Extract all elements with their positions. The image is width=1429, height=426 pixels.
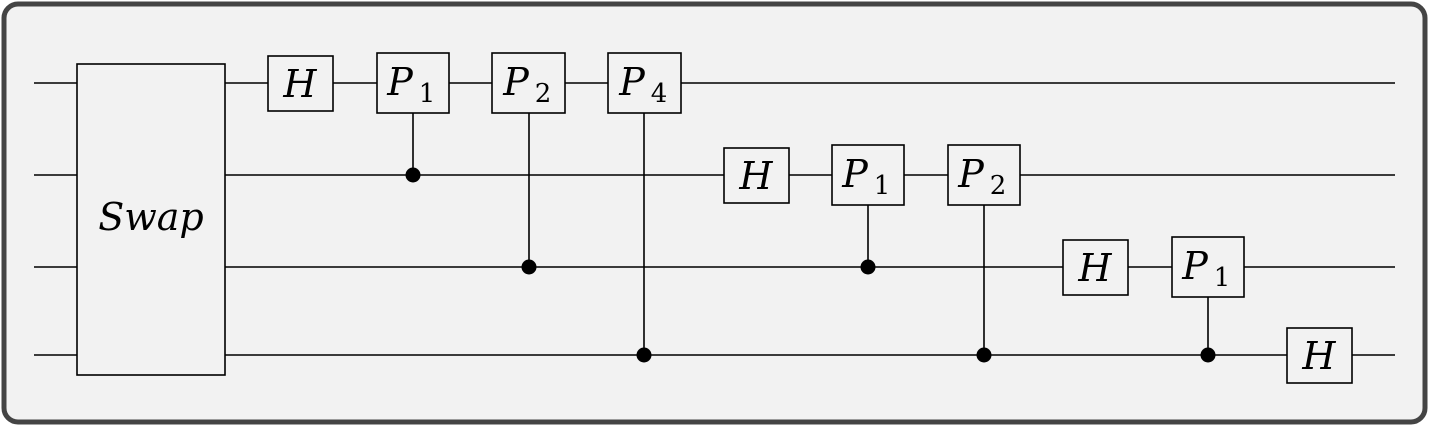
gate-h-q2: H (723, 147, 790, 204)
gate-subscript: 1 (874, 171, 891, 201)
gate-label: P (1181, 244, 1209, 288)
gate-subscript: 2 (535, 79, 552, 109)
control-lines (412, 113, 1209, 355)
gate-subscript: 1 (419, 79, 436, 109)
gate-label: P (841, 152, 869, 196)
gate-label: H (1077, 246, 1112, 290)
control-dot (976, 347, 992, 363)
gate-h-q3: H (1062, 239, 1129, 296)
gate-label: P (502, 60, 530, 104)
control-dot (636, 347, 652, 363)
control-dot (521, 259, 537, 275)
control-dot (405, 167, 421, 183)
gate-subscript: 1 (1214, 263, 1231, 293)
gate-p1-q3: P 1 (1171, 236, 1245, 298)
control-dot (1200, 347, 1216, 363)
swap-label: Swap (98, 195, 204, 239)
swap-box (76, 63, 226, 376)
gate-p1-q2: P 1 (831, 144, 905, 206)
gate-p2-q1: P 2 (491, 52, 566, 114)
swap-gate: Swap (76, 63, 226, 376)
gate-label: H (738, 154, 773, 198)
gate-h-q1: H (267, 55, 334, 112)
control-dot (860, 259, 876, 275)
gate-subscript: 2 (990, 171, 1007, 201)
control-dots (405, 167, 1216, 363)
gate-label: P (386, 60, 414, 104)
gate-label: H (1301, 334, 1336, 378)
gate-label: H (282, 62, 317, 106)
gate-label: P (618, 60, 646, 104)
gate-subscript: 4 (651, 79, 668, 109)
gate-p1-q1: P 1 (376, 52, 450, 114)
gate-p2-q2: P 2 (947, 144, 1021, 206)
gate-p4-q1: P 4 (607, 52, 682, 114)
qubit-wires (34, 82, 1395, 356)
gate-h-q4: H (1286, 327, 1353, 384)
gate-label: P (957, 152, 985, 196)
